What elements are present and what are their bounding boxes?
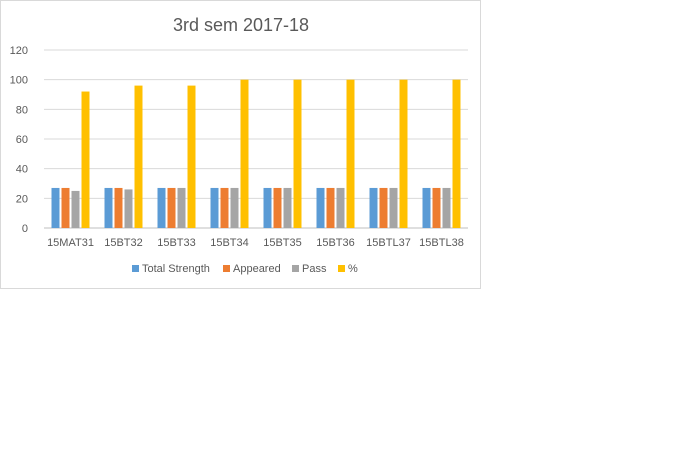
bar <box>399 79 408 229</box>
bar <box>61 187 70 228</box>
chart-title: 3rd sem 2017-18 <box>173 15 309 35</box>
y-tick-label: 40 <box>16 164 28 176</box>
bar <box>432 187 441 228</box>
bar <box>167 187 176 228</box>
x-tick-label: 15MAT31 <box>47 237 94 249</box>
bar <box>187 85 196 228</box>
bar <box>273 187 282 228</box>
y-tick-label: 0 <box>22 223 28 235</box>
bar <box>379 187 388 228</box>
x-tick-label: 15BT35 <box>263 237 302 249</box>
x-tick-label: 15BT36 <box>316 237 355 249</box>
legend-swatch <box>338 265 345 272</box>
y-axis-ticks: 0 20 40 60 80 100 120 <box>10 45 28 235</box>
legend-swatch <box>223 265 230 272</box>
bar <box>293 79 302 229</box>
bar <box>71 190 80 228</box>
bar <box>157 187 166 228</box>
bars <box>51 79 461 229</box>
bar <box>263 187 272 228</box>
bar <box>134 85 143 228</box>
x-tick-label: 15BT34 <box>210 237 249 249</box>
bar <box>220 187 229 228</box>
legend-label: Pass <box>302 263 327 275</box>
bar <box>283 187 292 228</box>
x-tick-label: 15BTL38 <box>419 237 464 249</box>
x-tick-label: 15BT33 <box>157 237 196 249</box>
legend-label: Appeared <box>233 263 281 275</box>
x-axis-ticks: 15MAT31 15BT32 15BT33 15BT34 15BT35 15BT36 15B… <box>47 237 464 249</box>
bar <box>369 187 378 228</box>
legend-label: Total Strength <box>142 263 210 275</box>
bar <box>81 91 90 229</box>
y-tick-label: 20 <box>16 193 28 205</box>
y-tick-label: 60 <box>16 134 28 146</box>
bar <box>124 189 133 228</box>
y-tick-label: 120 <box>10 45 28 57</box>
bar <box>442 187 451 228</box>
bar <box>230 187 239 228</box>
bar <box>210 187 219 228</box>
bar <box>422 187 431 228</box>
x-tick-label: 15BT32 <box>104 237 143 249</box>
bar <box>336 187 345 228</box>
bar <box>177 187 186 228</box>
bar <box>346 79 355 229</box>
legend-swatch <box>292 265 299 272</box>
bar <box>452 79 461 229</box>
y-tick-label: 80 <box>16 104 28 116</box>
legend-label: % <box>348 263 358 275</box>
bar <box>316 187 325 228</box>
bar <box>389 187 398 228</box>
legend-swatch <box>132 265 139 272</box>
bar <box>104 187 113 228</box>
y-tick-label: 100 <box>10 75 28 87</box>
x-tick-label: 15BTL37 <box>366 237 411 249</box>
bar <box>51 187 60 228</box>
bar <box>240 79 249 229</box>
bar <box>326 187 335 228</box>
chart-frame: 3rd sem 2017-18 0 20 40 60 80 100 120 15MAT31 1… <box>0 0 481 289</box>
bar <box>114 187 123 228</box>
legend: Total Strength Appeared Pass% <box>132 263 358 275</box>
